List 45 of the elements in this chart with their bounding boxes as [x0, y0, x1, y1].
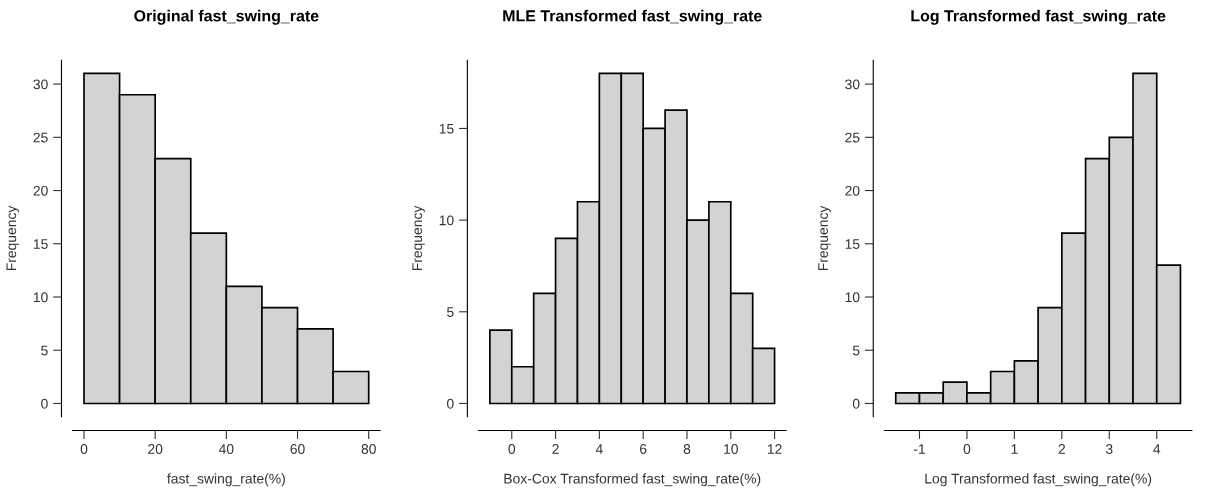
y-tick-label: 20 — [845, 185, 860, 196]
y-tick-label: 30 — [33, 79, 48, 90]
y-tick-label: 10 — [33, 292, 48, 303]
x-tick-label: 3 — [1105, 444, 1113, 454]
y-tick-label: 5 — [852, 345, 860, 356]
x-tick-label: 4 — [595, 444, 603, 454]
x-tick-label: 10 — [724, 444, 738, 454]
x-tick-label: 1 — [1011, 444, 1018, 454]
y-tick-label: 0 — [41, 398, 48, 409]
y-axis-title: Frequency — [412, 205, 425, 271]
y-tick-label: 0 — [852, 398, 860, 409]
y-tick-label: 10 — [439, 215, 454, 226]
y-tick-label: 25 — [33, 132, 48, 143]
x-tick-label: 0 — [80, 444, 88, 454]
x-tick-label: -1 — [913, 444, 925, 454]
y-axis-title: Frequency — [818, 205, 831, 271]
y-tick-label: 30 — [845, 79, 860, 90]
x-tick-label: 60 — [290, 444, 305, 454]
x-axis-title: Log Transformed fast_swing_rate(%) — [925, 473, 1152, 487]
x-tick-label: 6 — [640, 444, 647, 454]
x-axis-title: Box-Cox Transformed fast_swing_rate(%) — [504, 473, 761, 487]
y-tick-label: 15 — [33, 239, 48, 249]
x-tick-label: 8 — [683, 444, 691, 454]
x-tick-label: 2 — [552, 444, 559, 454]
chart-title: MLE Transformed fast_swing_rate — [503, 9, 762, 25]
x-tick-label: 20 — [148, 444, 163, 454]
chart-title: Log Transformed fast_swing_rate — [911, 9, 1166, 25]
y-tick-label: 5 — [447, 307, 454, 317]
y-tick-label: 25 — [845, 132, 860, 143]
y-tick-label: 15 — [439, 123, 454, 134]
x-tick-label: 40 — [218, 444, 234, 454]
y-axis-title: Frequency — [6, 205, 19, 271]
y-tick-label: 15 — [845, 239, 860, 249]
x-tick-label: 0 — [963, 444, 971, 454]
x-tick-label: 4 — [1153, 444, 1161, 454]
x-tick-label: 2 — [1058, 444, 1065, 454]
y-tick-label: 5 — [41, 345, 48, 356]
y-tick-label: 0 — [447, 398, 454, 409]
x-tick-label: 80 — [361, 444, 376, 454]
chart-title: Original fast_swing_rate — [134, 9, 319, 25]
x-axis-title: fast_swing_rate(%) — [167, 473, 285, 487]
y-tick-label: 10 — [845, 292, 860, 303]
x-tick-label: 0 — [508, 444, 516, 454]
y-tick-label: 20 — [33, 185, 48, 196]
x-tick-label: 12 — [767, 444, 782, 454]
